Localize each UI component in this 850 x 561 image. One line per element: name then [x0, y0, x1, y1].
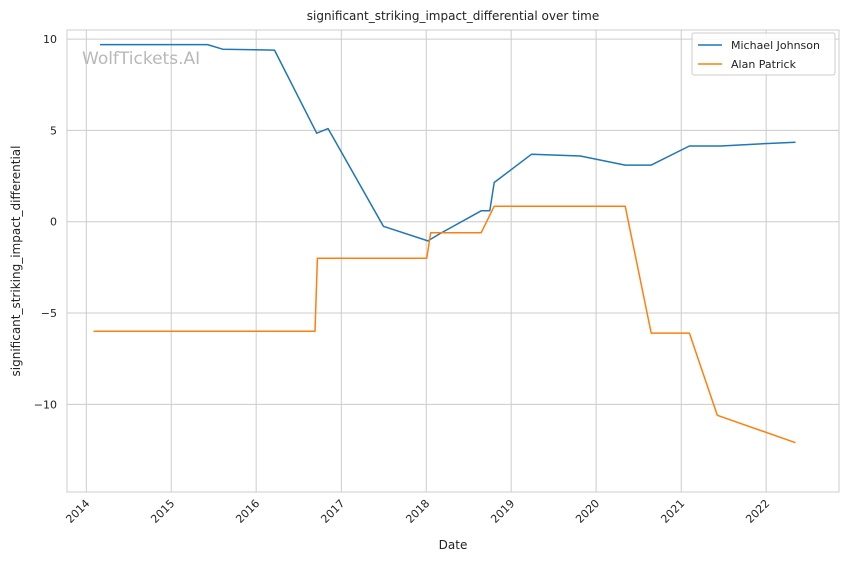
data-point-alan-patrick: [493, 205, 496, 208]
y-tick-label-10: 10: [43, 33, 57, 46]
series-layer: [92, 43, 797, 444]
data-point-alan-patrick: [624, 205, 627, 208]
legend-box: [691, 32, 836, 76]
data-point-michael-johnson: [382, 225, 385, 228]
data-point-alan-patrick: [480, 231, 483, 234]
legend: Michael Johnson Alan Patrick: [691, 32, 836, 76]
legend-label-alan-patrick: Alan Patrick: [731, 58, 797, 71]
data-point-michael-johnson: [579, 155, 582, 158]
watermark: WolfTickets.AI: [82, 49, 200, 69]
data-point-michael-johnson: [327, 127, 330, 130]
data-point-alan-patrick: [650, 332, 653, 335]
data-point-michael-johnson: [650, 164, 653, 167]
data-point-michael-johnson: [221, 48, 224, 51]
chart-title: significant_striking_impact_differential…: [307, 9, 599, 23]
y-tick-label-0: 0: [50, 216, 57, 229]
data-point-michael-johnson: [530, 153, 533, 156]
x-axis-label: Date: [439, 538, 468, 552]
x-tick-label-2021: 2021: [658, 497, 687, 526]
x-tick-label-2016: 2016: [233, 497, 262, 526]
tick-layer: 2014 2015 2016 2017 2018 2019 2020 2021 2022 10 5 0…: [34, 33, 773, 526]
data-point-alan-patrick: [314, 330, 317, 333]
grid: [67, 30, 839, 492]
y-tick-label-minus-10: −10: [34, 398, 57, 411]
x-tick-label-2014: 2014: [63, 497, 92, 526]
data-point-michael-johnson: [480, 209, 483, 212]
data-point-alan-patrick: [716, 414, 719, 417]
legend-label-michael-johnson: Michael Johnson: [731, 39, 820, 52]
data-point-alan-patrick: [425, 257, 428, 260]
data-point-michael-johnson: [206, 43, 209, 46]
plot-frame: [66, 29, 840, 493]
x-tick-label-2017: 2017: [318, 497, 347, 526]
data-point-michael-johnson: [624, 164, 627, 167]
x-tick-label-2020: 2020: [573, 497, 602, 526]
y-tick-label-5: 5: [50, 124, 57, 137]
series-line-alan-patrick: [93, 205, 796, 444]
y-axis-label: significant_striking_impact_differential: [9, 146, 23, 377]
x-tick-label-2015: 2015: [148, 497, 177, 526]
y-tick-label-minus-5: −5: [41, 307, 57, 320]
data-point-michael-johnson: [794, 141, 797, 144]
data-point-alan-patrick: [429, 231, 432, 234]
data-point-michael-johnson: [315, 132, 318, 135]
x-tick-label-2018: 2018: [403, 497, 432, 526]
data-point-alan-patrick: [92, 330, 95, 333]
data-point-michael-johnson: [772, 142, 775, 145]
data-point-alan-patrick: [794, 441, 797, 444]
x-tick-label-2022: 2022: [743, 497, 772, 526]
data-point-michael-johnson: [719, 145, 722, 148]
data-point-alan-patrick: [688, 332, 691, 335]
data-point-alan-patrick: [316, 257, 319, 260]
data-point-michael-johnson: [99, 43, 102, 46]
data-point-michael-johnson: [493, 181, 496, 184]
series-line-michael-johnson: [100, 43, 796, 242]
x-tick-label-2019: 2019: [488, 497, 517, 526]
data-point-michael-johnson: [688, 145, 691, 148]
data-point-michael-johnson: [273, 49, 276, 52]
